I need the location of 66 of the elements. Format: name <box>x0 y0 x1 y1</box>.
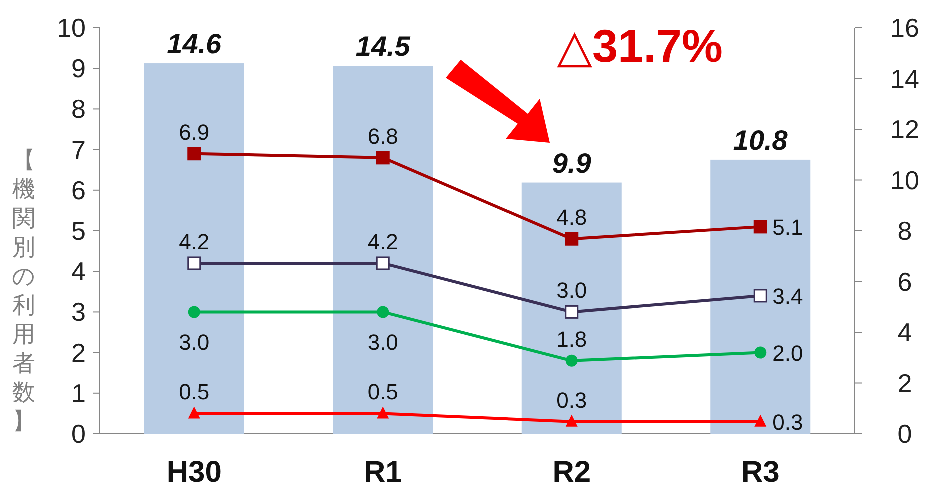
text: 【機関別の利用者数】 <box>12 147 36 434</box>
annotation: △31.7% <box>557 20 723 72</box>
data-label: 9.9 <box>552 148 592 179</box>
data-label: 5.1 <box>772 214 804 240</box>
point <box>377 306 390 318</box>
point <box>566 414 578 427</box>
point <box>566 354 578 367</box>
y-tick-label: 7 <box>72 134 86 165</box>
data-label: 2.0 <box>772 340 804 366</box>
point <box>188 406 200 419</box>
data-label: 6.9 <box>179 120 210 145</box>
y2-tick-label: 0 <box>898 419 912 449</box>
y2-tick-label: 16 <box>890 13 920 43</box>
y-tick-label: 8 <box>72 94 86 124</box>
data-label: 1.8 <box>556 326 588 352</box>
point <box>754 289 768 303</box>
point <box>376 256 390 270</box>
data-label: 14.6 <box>167 28 222 60</box>
x-tick-label: H30 <box>166 456 222 489</box>
x-tick-label: R1 <box>364 456 402 489</box>
data-label: 3.0 <box>556 278 588 304</box>
y2-tick-label: 6 <box>898 266 912 297</box>
data-label: 3.0 <box>179 330 210 356</box>
point <box>188 306 200 318</box>
point <box>754 414 767 427</box>
data-label: 10.8 <box>733 124 788 156</box>
data-label: 6.8 <box>368 124 398 149</box>
point <box>188 147 202 161</box>
data-label: 0.5 <box>179 380 210 405</box>
y2-tick-label: 12 <box>890 114 920 144</box>
data-label: 14.5 <box>356 31 411 62</box>
data-label: 4.8 <box>556 205 588 230</box>
data-label: 0.5 <box>368 380 398 405</box>
x-tick-label: R2 <box>552 456 592 489</box>
data-label: 0.3 <box>772 410 804 435</box>
y-tick-label: 6 <box>72 175 86 206</box>
data-label: 3.0 <box>368 330 398 356</box>
point <box>565 305 579 319</box>
y-tick-label: 3 <box>72 297 86 328</box>
y2-tick-label: 8 <box>898 216 912 246</box>
y-tick-label: 5 <box>72 216 86 246</box>
y-tick-label: 4 <box>72 256 86 287</box>
point <box>754 220 768 234</box>
y2-tick-label: 4 <box>898 318 912 348</box>
bar <box>144 64 244 434</box>
point <box>377 406 390 419</box>
y-tick-label: 0 <box>72 419 86 449</box>
x-tick-label: R3 <box>741 456 780 489</box>
data-label: 3.4 <box>772 284 804 309</box>
data-label: 4.2 <box>368 229 398 254</box>
y-tick-label: 9 <box>72 54 86 84</box>
point <box>376 151 390 165</box>
y2-tick-label: 14 <box>890 64 920 94</box>
point <box>754 346 767 359</box>
data-label: 0.3 <box>556 388 588 413</box>
y2-tick-label: 2 <box>898 368 912 398</box>
y-tick-label: 2 <box>72 338 86 368</box>
point <box>565 232 579 246</box>
y-tick-label: 1 <box>72 378 86 408</box>
y2-tick-label: 10 <box>890 165 920 196</box>
bar <box>333 66 434 434</box>
point <box>188 256 202 270</box>
bar <box>522 182 622 434</box>
bar <box>710 160 811 434</box>
y-tick-label: 10 <box>57 13 86 43</box>
data-label: 4.2 <box>179 229 210 254</box>
